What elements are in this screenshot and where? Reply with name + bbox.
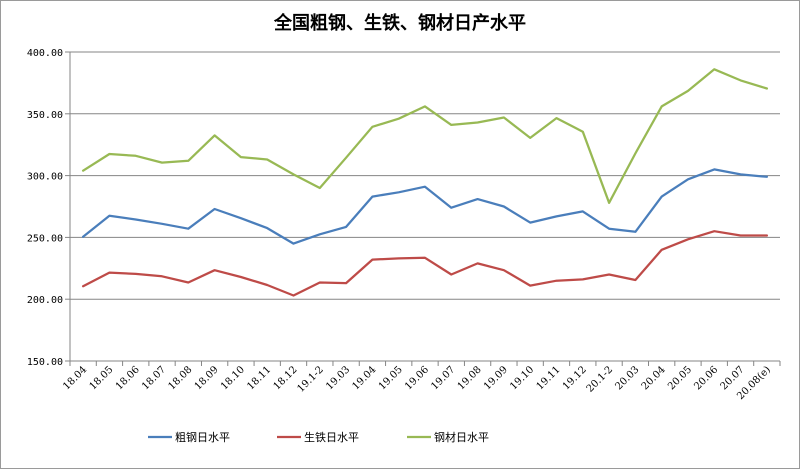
x-tick-labels: 18.0418.0518.0618.0718.0818.0918.1018.11…: [61, 364, 773, 402]
legend-label: 粗钢日水平: [175, 431, 230, 444]
x-tick-label: 20.04: [640, 364, 668, 392]
series-line-2: [81, 68, 769, 204]
x-tick-label: 19.05: [377, 364, 405, 392]
series-line-1: [81, 230, 769, 297]
y-tick-label: 150.00: [27, 357, 63, 368]
x-tick-label: 18.06: [114, 364, 142, 392]
x-tick-label: 19.04: [350, 364, 378, 392]
y-tick-label: 350.00: [27, 110, 63, 121]
x-tick-label: 19.06: [403, 364, 431, 392]
axes: [65, 51, 781, 366]
series-lines: [81, 68, 769, 297]
x-tick-label: 19.08: [456, 364, 484, 392]
gridlines: [70, 51, 780, 300]
x-tick-label: 20.06: [692, 364, 720, 392]
x-tick-label: 18.04: [61, 364, 89, 392]
x-tick-label: 19.07: [429, 364, 457, 392]
legend-label: 钢材日水平: [434, 430, 489, 444]
chart-title: 全国粗钢、生铁、钢材日产水平: [273, 12, 526, 34]
x-tick-label: 18.05: [88, 364, 116, 392]
series-line-0: [81, 168, 769, 245]
y-tick-label: 300.00: [27, 172, 63, 183]
x-tick-label: 19.1-2: [296, 364, 326, 394]
x-tick-label: 19.03: [324, 364, 352, 392]
x-tick-label: 18.09: [193, 364, 221, 392]
x-tick-label: 19.09: [482, 364, 510, 392]
x-tick-label: 19.10: [508, 364, 536, 392]
x-tick-label: 18.11: [245, 364, 273, 392]
x-tick-label: 18.08: [166, 364, 194, 392]
x-tick-label: 18.10: [219, 364, 247, 392]
x-tick-label: 20.03: [613, 364, 641, 392]
legend: 粗钢日水平 生铁日水平 钢材日水平: [148, 430, 489, 444]
x-tick-label: 19.11: [535, 364, 563, 392]
y-tick-label: 250.00: [27, 233, 63, 244]
x-tick-label: 20.05: [666, 364, 694, 392]
y-tick-label: 400.00: [27, 48, 63, 59]
y-tick-label: 200.00: [27, 295, 63, 306]
x-tick-label: 20.1-2: [585, 364, 615, 394]
x-tick-label: 18.07: [140, 364, 168, 392]
y-tick-labels: 150.00 200.00 250.00 300.00 350.00 400.00: [27, 48, 63, 368]
legend-label: 生铁日水平: [304, 430, 359, 444]
